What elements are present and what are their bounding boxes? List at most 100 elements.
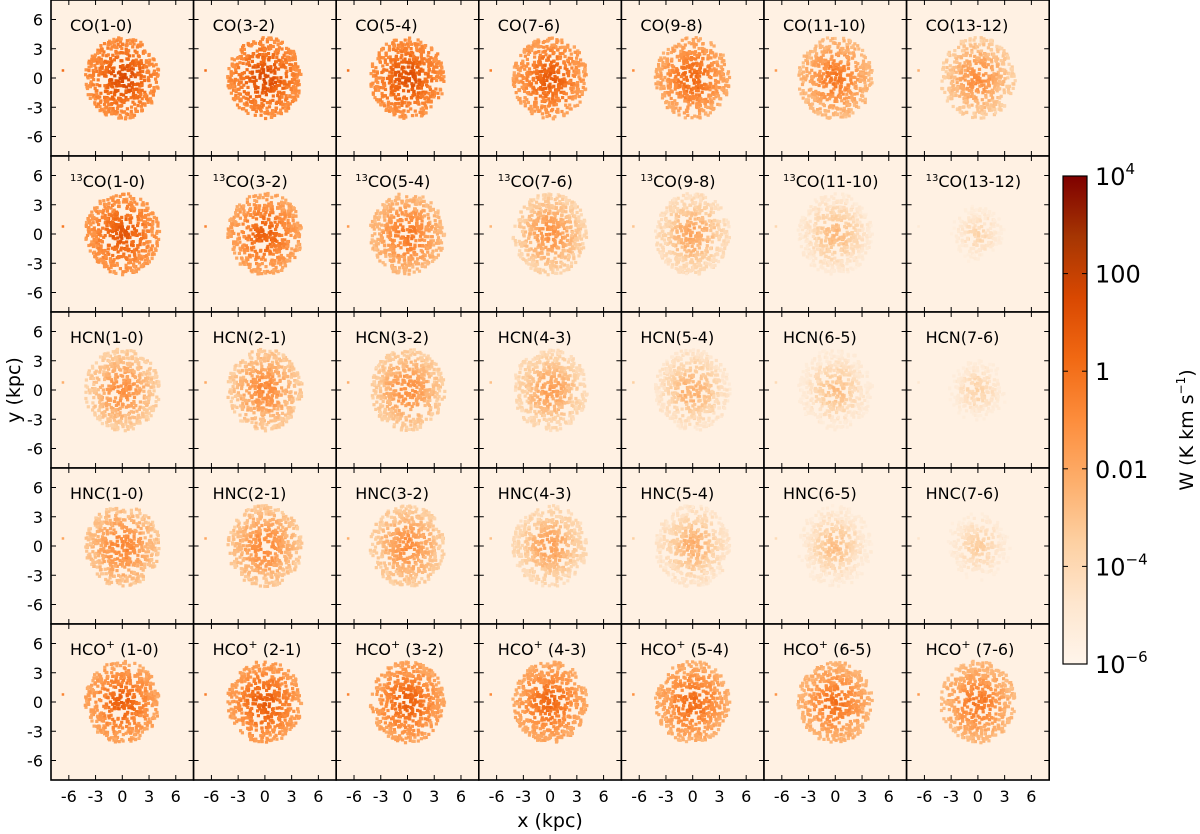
emission-pixel bbox=[982, 102, 986, 106]
emission-pixel bbox=[966, 93, 970, 97]
emission-pixel bbox=[112, 247, 116, 251]
emission-pixel bbox=[709, 93, 713, 97]
emission-pixel bbox=[256, 256, 260, 260]
emission-pixel bbox=[998, 45, 1002, 49]
emission-pixel bbox=[108, 97, 112, 101]
emission-pixel bbox=[415, 56, 420, 60]
emission-pixel bbox=[994, 59, 998, 63]
emission-pixel bbox=[97, 73, 101, 77]
emission-pixel bbox=[155, 244, 159, 248]
emission-pixel bbox=[846, 48, 850, 52]
emission-pixel bbox=[234, 93, 238, 97]
emission-pixel bbox=[288, 211, 292, 215]
emission-pixel bbox=[839, 115, 843, 119]
emission-pixel bbox=[124, 214, 128, 219]
emission-pixel bbox=[254, 227, 258, 231]
emission-pixel bbox=[525, 77, 529, 81]
emission-pixel bbox=[429, 105, 433, 109]
emission-pixel bbox=[441, 70, 445, 74]
emission-pixel bbox=[523, 89, 527, 93]
emission-pixel bbox=[297, 91, 301, 95]
emission-pixel bbox=[530, 46, 534, 50]
emission-pixel bbox=[285, 96, 289, 100]
emission-pixel bbox=[100, 239, 104, 244]
emission-pixel bbox=[955, 65, 959, 69]
emission-pixel bbox=[432, 59, 436, 64]
emission-pixel bbox=[132, 113, 137, 117]
emission-pixel bbox=[273, 66, 278, 70]
emission-pixel bbox=[804, 76, 808, 80]
emission-pixel bbox=[806, 98, 810, 102]
emission-pixel bbox=[837, 42, 841, 46]
emission-pixel bbox=[421, 57, 425, 61]
emission-pixel bbox=[830, 55, 834, 59]
emission-pixel bbox=[694, 74, 698, 78]
emission-pixel bbox=[989, 48, 994, 52]
emission-pixel bbox=[374, 85, 378, 89]
emission-pixel bbox=[707, 65, 711, 69]
emission-pixel bbox=[566, 74, 571, 78]
emission-pixel bbox=[426, 212, 430, 217]
emission-pixel bbox=[132, 258, 136, 262]
emission-pixel bbox=[125, 240, 129, 244]
emission-pixel bbox=[580, 62, 584, 66]
emission-pixel bbox=[995, 44, 999, 48]
emission-pixel bbox=[242, 212, 246, 216]
emission-pixel bbox=[108, 270, 112, 274]
emission-pixel bbox=[272, 248, 277, 252]
emission-pixel bbox=[407, 79, 411, 83]
emission-pixel bbox=[379, 103, 383, 107]
emission-pixel bbox=[408, 225, 412, 229]
emission-pixel bbox=[522, 75, 526, 80]
emission-pixel bbox=[682, 71, 686, 76]
emission-pixel bbox=[233, 251, 237, 255]
emission-pixel bbox=[128, 260, 133, 265]
emission-pixel bbox=[403, 46, 407, 51]
emission-pixel bbox=[280, 242, 284, 246]
emission-pixel bbox=[98, 105, 102, 109]
emission-pixel bbox=[701, 56, 705, 61]
emission-pixel bbox=[150, 226, 155, 230]
emission-pixel bbox=[374, 223, 378, 227]
emission-pixel bbox=[103, 100, 108, 104]
emission-pixel bbox=[265, 110, 269, 114]
emission-pixel bbox=[101, 53, 105, 57]
emission-pixel bbox=[419, 107, 423, 111]
emission-pixel bbox=[578, 94, 582, 99]
emission-pixel bbox=[856, 62, 860, 66]
emission-pixel bbox=[254, 78, 258, 82]
emission-pixel bbox=[851, 75, 855, 79]
emission-pixel bbox=[959, 39, 963, 43]
emission-pixel bbox=[526, 100, 530, 105]
emission-pixel bbox=[241, 45, 245, 49]
emission-pixel bbox=[684, 37, 688, 41]
emission-pixel bbox=[138, 239, 142, 244]
emission-pixel bbox=[437, 60, 441, 64]
emission-pixel bbox=[102, 102, 107, 106]
emission-pixel bbox=[98, 229, 102, 233]
emission-pixel bbox=[290, 80, 294, 84]
emission-pixel bbox=[139, 83, 144, 88]
emission-pixel bbox=[534, 44, 538, 48]
emission-pixel bbox=[576, 60, 580, 65]
emission-pixel bbox=[129, 196, 134, 201]
emission-pixel bbox=[725, 93, 729, 97]
emission-pixel bbox=[280, 95, 284, 99]
emission-pixel bbox=[442, 79, 446, 83]
emission-pixel bbox=[719, 77, 723, 81]
emission-pixel bbox=[960, 92, 964, 96]
emission-pixel bbox=[402, 109, 406, 113]
emission-pixel bbox=[418, 62, 422, 66]
emission-pixel bbox=[688, 57, 692, 61]
emission-pixel bbox=[825, 49, 829, 53]
emission-pixel bbox=[994, 87, 998, 91]
panel-title: CO(1-0) bbox=[70, 16, 132, 35]
emission-pixel bbox=[131, 59, 135, 63]
emission-pixel bbox=[240, 51, 244, 55]
emission-pixel bbox=[249, 269, 253, 273]
emission-pixel bbox=[972, 94, 976, 98]
emission-pixel bbox=[116, 89, 120, 93]
emission-pixel bbox=[116, 42, 120, 47]
emission-pixel bbox=[94, 252, 98, 256]
emission-pixel bbox=[114, 200, 118, 204]
